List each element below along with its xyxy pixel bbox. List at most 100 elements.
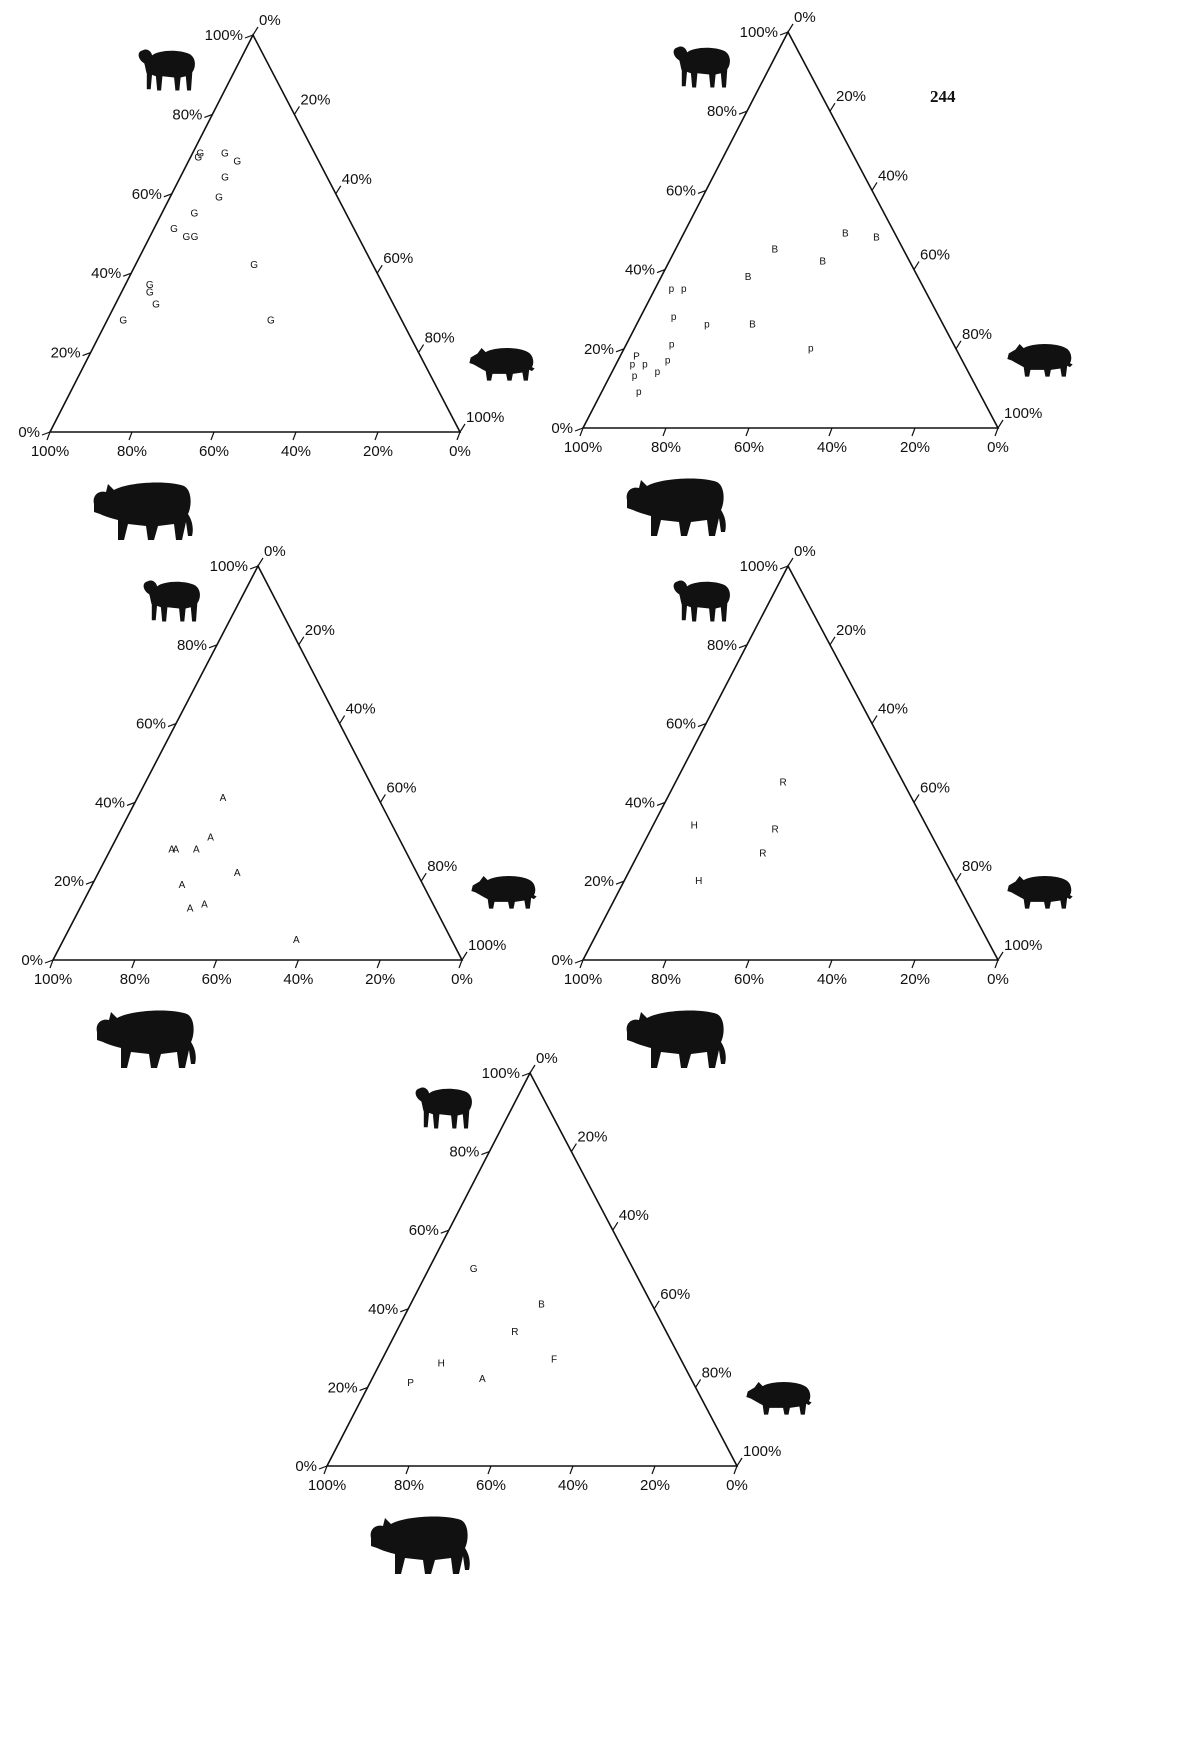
point-label: p xyxy=(665,355,671,366)
tick-mark xyxy=(521,1072,531,1077)
tick-mark xyxy=(612,1221,619,1231)
point-label: p xyxy=(636,387,642,398)
tick-mark xyxy=(955,872,962,882)
point-label: G xyxy=(215,192,223,203)
tick-label: 20% xyxy=(54,873,84,890)
tick-label: 40% xyxy=(878,701,908,718)
tick-label: 60% xyxy=(666,716,696,733)
tick-label: 40% xyxy=(95,794,125,811)
point-label: p xyxy=(655,367,661,378)
tick-label: 0% xyxy=(551,952,573,969)
point-label: G xyxy=(194,153,202,164)
tick-label: 100% xyxy=(564,439,602,456)
tick-label: 0% xyxy=(551,420,573,437)
tick-label: 100% xyxy=(740,558,778,575)
tick-label: 40% xyxy=(368,1301,398,1318)
tick-mark xyxy=(913,794,920,803)
triangle xyxy=(581,564,1000,961)
tick-mark xyxy=(420,872,427,882)
tick-mark xyxy=(736,1457,743,1467)
point-label: G xyxy=(152,300,160,311)
tick-mark xyxy=(579,427,584,437)
tick-mark xyxy=(955,340,962,350)
tick-mark xyxy=(656,269,666,274)
point-label: H xyxy=(691,821,698,832)
point-label: F xyxy=(551,1355,557,1366)
tick-mark xyxy=(697,189,707,194)
point-label: A xyxy=(168,844,175,855)
tick-label: 80% xyxy=(394,1477,424,1494)
point-label: G xyxy=(250,260,258,271)
tick-label: 20% xyxy=(577,1129,607,1146)
point-label: G xyxy=(146,280,154,291)
tick-mark xyxy=(213,959,218,969)
tick-label: 60% xyxy=(476,1477,506,1494)
tick-mark xyxy=(779,565,789,570)
sheep-icon xyxy=(138,49,195,91)
point-label: A xyxy=(173,844,180,855)
point-label: p xyxy=(632,371,638,382)
point-label: G xyxy=(119,315,127,326)
tick-label: 40% xyxy=(558,1477,588,1494)
tick-mark xyxy=(376,264,383,274)
tick-label: 20% xyxy=(305,622,335,639)
point-label: G xyxy=(470,1264,478,1275)
tick-mark xyxy=(44,959,54,964)
tick-label: 60% xyxy=(202,971,232,988)
tick-label: 100% xyxy=(34,971,72,988)
point-label: G xyxy=(170,224,178,235)
tick-mark xyxy=(997,951,1004,961)
tick-mark xyxy=(738,644,748,649)
tick-label: 60% xyxy=(666,182,696,199)
tick-label: 60% xyxy=(199,443,229,460)
point-label: p xyxy=(704,320,710,331)
point-label: A xyxy=(179,880,186,891)
tick-mark xyxy=(733,1465,738,1475)
tick-mark xyxy=(458,959,463,969)
tick-mark xyxy=(697,723,707,728)
tick-mark xyxy=(787,557,794,567)
point-label: H xyxy=(695,876,702,887)
point-label: A xyxy=(293,935,300,946)
tick-mark xyxy=(249,565,259,570)
tick-mark xyxy=(913,261,920,270)
tick-mark xyxy=(252,26,259,36)
tick-label: 40% xyxy=(625,262,655,279)
point-label: p xyxy=(808,343,814,354)
tick-label: 40% xyxy=(91,265,121,282)
tick-label: 20% xyxy=(900,439,930,456)
tick-mark xyxy=(487,1465,492,1475)
point-label: p xyxy=(681,284,687,295)
pig-icon xyxy=(1007,876,1073,909)
sheep-icon xyxy=(143,580,200,622)
point-label: A xyxy=(193,844,200,855)
tick-mark xyxy=(82,352,91,357)
tick-mark xyxy=(323,1465,328,1475)
tick-label: 100% xyxy=(743,1443,781,1460)
pig-icon xyxy=(746,1382,812,1415)
tick-mark xyxy=(379,794,386,803)
tick-label: 60% xyxy=(734,971,764,988)
tick-mark xyxy=(997,419,1004,429)
tick-label: 80% xyxy=(449,1144,479,1161)
point-label: p xyxy=(671,312,677,323)
tick-label: 80% xyxy=(651,439,681,456)
tick-label: 40% xyxy=(619,1207,649,1224)
tick-label: 60% xyxy=(383,250,413,267)
tick-mark xyxy=(994,959,999,969)
tick-label: 40% xyxy=(281,443,311,460)
tick-label: 60% xyxy=(734,439,764,456)
tick-label: 100% xyxy=(482,1065,520,1082)
tick-label: 0% xyxy=(726,1477,748,1494)
tick-mark xyxy=(871,715,878,724)
tick-mark xyxy=(298,636,305,646)
tick-label: 40% xyxy=(283,971,313,988)
tick-mark xyxy=(615,348,625,353)
tick-label: 20% xyxy=(836,622,866,639)
tick-mark xyxy=(653,1300,660,1310)
tick-label: 20% xyxy=(328,1379,358,1396)
tick-mark xyxy=(829,636,836,646)
tick-label: 0% xyxy=(295,1458,317,1475)
tick-label: 80% xyxy=(651,971,681,988)
tick-mark xyxy=(461,951,468,961)
